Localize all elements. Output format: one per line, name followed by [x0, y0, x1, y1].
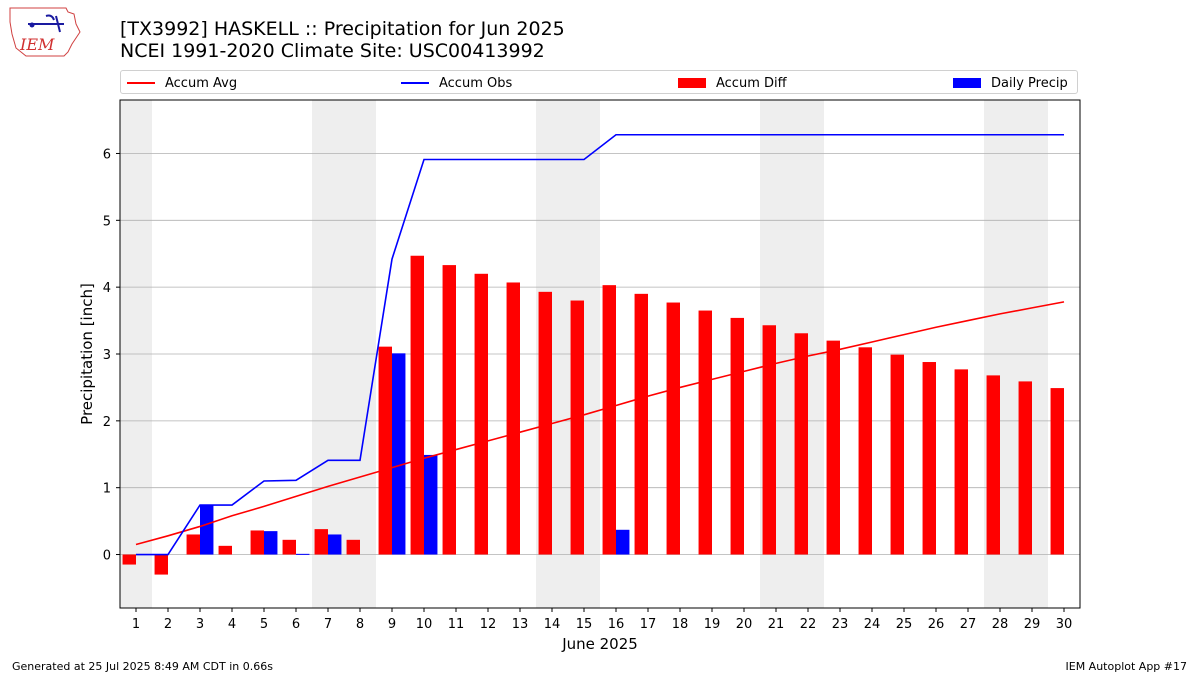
daily-precip-bar [296, 553, 310, 555]
legend-label-accum-diff: Accum Diff [716, 75, 787, 91]
accum-diff-bar [602, 285, 616, 555]
accum-diff-bar [154, 554, 168, 575]
y-tick-label: 3 [103, 348, 111, 363]
accum-diff-bar [346, 539, 360, 555]
x-tick-label: 5 [260, 617, 268, 632]
x-tick-label: 22 [800, 617, 817, 632]
accum-diff-bar [762, 325, 776, 555]
iem-iowa-logo-icon: IEM [9, 7, 81, 57]
accum-diff-bar [826, 340, 840, 555]
daily-precip-bar [424, 454, 438, 555]
accum-diff-bar [538, 291, 552, 555]
chart-title: [TX3992] HASKELL :: Precipitation for Ju… [120, 18, 565, 40]
legend-swatch-accum-obs [401, 82, 429, 84]
x-tick-label: 12 [480, 617, 497, 632]
x-tick-label: 17 [640, 617, 657, 632]
legend-swatch-accum-avg [127, 82, 155, 84]
x-tick-label: 21 [768, 617, 785, 632]
x-tick-label: 25 [896, 617, 913, 632]
x-tick-label: 26 [928, 617, 945, 632]
y-axis-label: Precipitation [inch] [78, 283, 96, 425]
daily-precip-bar [392, 353, 406, 555]
legend-item-daily-precip: Daily Precip [953, 71, 1068, 95]
accum-diff-bar [986, 375, 1000, 555]
x-tick-label: 2 [164, 617, 172, 632]
accum-diff-bar [474, 273, 488, 555]
accum-diff-bar [666, 302, 680, 555]
y-tick-label: 6 [103, 147, 111, 162]
x-tick-label: 9 [388, 617, 396, 632]
accum-diff-bar [378, 346, 392, 555]
y-tick-label: 2 [103, 415, 111, 430]
accum-avg-line [135, 301, 1065, 546]
x-tick-label: 19 [704, 617, 721, 632]
legend-swatch-accum-diff [678, 78, 706, 88]
x-tick-label: 13 [512, 617, 529, 632]
accum-diff-bar [122, 554, 136, 565]
x-tick-label: 14 [544, 617, 561, 632]
x-tick-label: 3 [196, 617, 204, 632]
accum-diff-bar [890, 354, 904, 555]
accum-diff-bar [282, 539, 296, 555]
accum-diff-bar [1018, 381, 1032, 555]
accum-diff-bar [634, 293, 648, 555]
accum-diff-bar [250, 530, 264, 555]
y-tick-label: 5 [103, 214, 111, 229]
accum-diff-bar [730, 317, 744, 555]
x-tick-label: 6 [292, 617, 300, 632]
legend-swatch-daily-precip [953, 78, 981, 88]
accum-diff-bar [570, 300, 584, 555]
accum-diff-bar [858, 347, 872, 555]
x-tick-label: 20 [736, 617, 753, 632]
daily-precip-bar [616, 529, 630, 555]
logo-text: IEM [19, 35, 55, 54]
accum-diff-bar [186, 534, 200, 555]
accum-diff-bar [506, 282, 520, 555]
x-tick-label: 4 [228, 617, 236, 632]
y-tick-label: 4 [103, 281, 111, 296]
x-tick-label: 24 [864, 617, 881, 632]
x-tick-label: 7 [324, 617, 332, 632]
x-tick-label: 29 [1024, 617, 1041, 632]
x-tick-label: 8 [356, 617, 364, 632]
legend-label-accum-avg: Accum Avg [165, 75, 238, 91]
x-axis-label: June 2025 [561, 635, 638, 653]
legend-label-accum-obs: Accum Obs [439, 75, 513, 91]
footer-generated-text: Generated at 25 Jul 2025 8:49 AM CDT in … [12, 660, 273, 673]
accum-diff-bar [442, 265, 456, 555]
accum-diff-bar [922, 362, 936, 555]
chart-legend: Accum Avg Accum Obs Accum Diff Daily Pre… [120, 70, 1078, 94]
x-tick-label: 28 [992, 617, 1009, 632]
x-tick-label: 1 [132, 617, 140, 632]
x-tick-label: 15 [576, 617, 593, 632]
chart-subtitle: NCEI 1991-2020 Climate Site: USC00413992 [120, 40, 545, 62]
accum-obs-line [136, 133, 1064, 556]
daily-precip-bar [328, 534, 342, 555]
x-tick-label: 23 [832, 617, 849, 632]
accum-diff-bar [794, 333, 808, 555]
daily-precip-bar [200, 505, 214, 555]
y-tick-label: 1 [103, 482, 111, 497]
y-tick-label: 0 [103, 549, 111, 564]
accum-diff-bar [410, 255, 424, 555]
legend-label-daily-precip: Daily Precip [991, 75, 1068, 91]
accum-diff-bar [1050, 388, 1064, 555]
legend-item-accum-avg: Accum Avg [127, 71, 237, 95]
x-tick-label: 16 [608, 617, 625, 632]
footer-app-text: IEM Autoplot App #17 [1065, 660, 1188, 673]
accum-diff-bar [218, 545, 232, 555]
accum-diff-bar [314, 529, 328, 555]
legend-item-accum-diff: Accum Diff [678, 71, 787, 95]
x-tick-label: 11 [448, 617, 465, 632]
x-tick-label: 30 [1056, 617, 1073, 632]
legend-item-accum-obs: Accum Obs [401, 71, 512, 95]
accum-diff-bar [954, 369, 968, 555]
x-tick-label: 27 [960, 617, 977, 632]
x-tick-label: 10 [416, 617, 433, 632]
daily-precip-bar [264, 531, 278, 555]
accum-diff-bar [698, 310, 712, 555]
x-tick-label: 18 [672, 617, 689, 632]
